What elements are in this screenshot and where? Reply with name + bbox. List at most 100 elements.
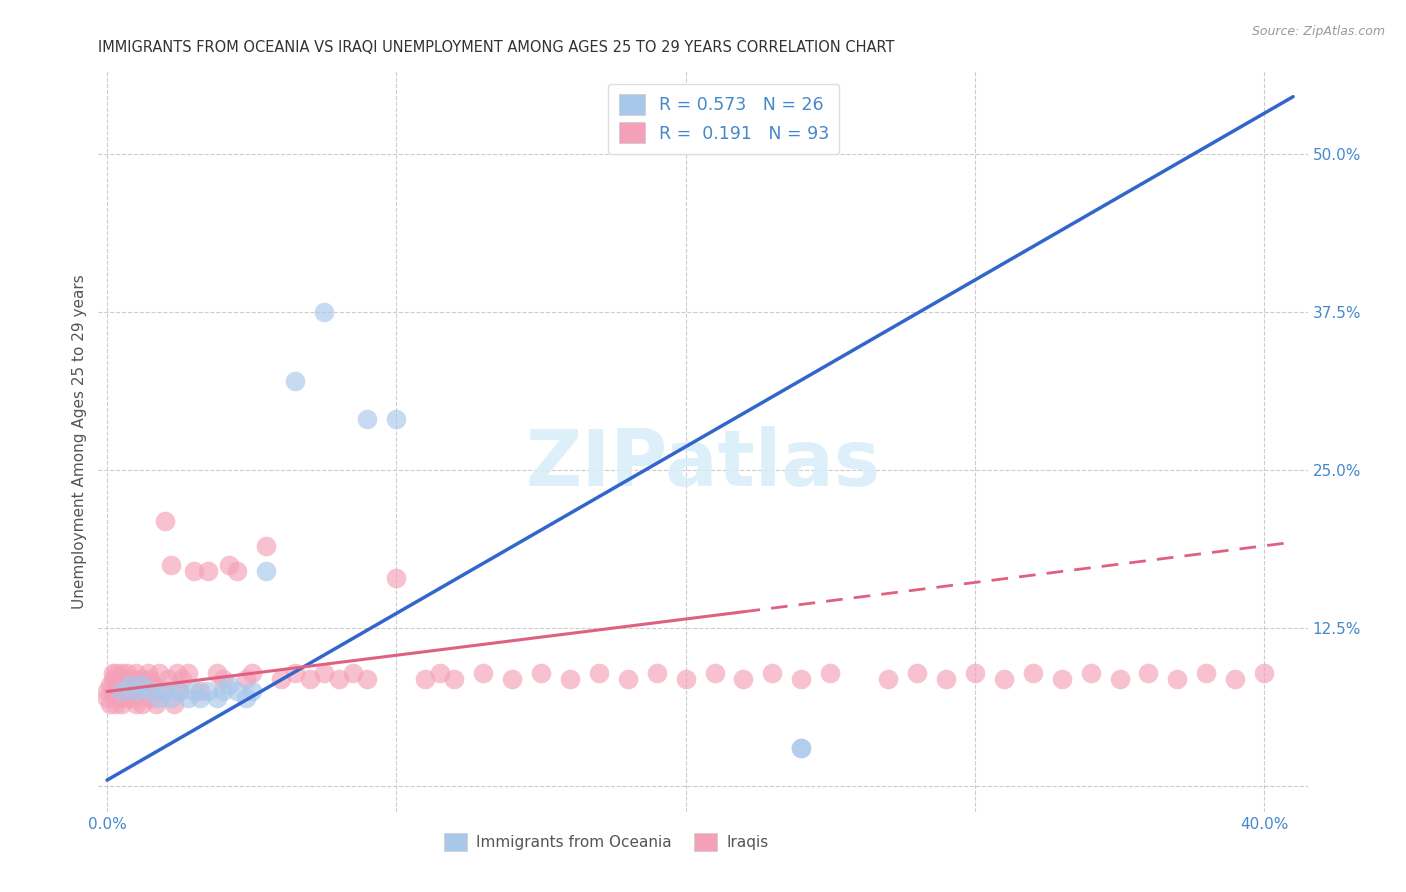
Point	[298, 672, 321, 686]
Point	[153, 514, 176, 528]
Point	[150, 684, 173, 698]
Point	[205, 690, 228, 705]
Point	[125, 684, 148, 698]
Point	[125, 697, 148, 711]
Point	[356, 672, 378, 686]
Point	[1225, 672, 1247, 686]
Point	[162, 697, 184, 711]
Point	[254, 564, 277, 578]
Point	[188, 684, 211, 698]
Point	[169, 684, 191, 698]
Point	[114, 684, 136, 698]
Point	[645, 665, 668, 680]
Point	[172, 672, 194, 686]
Point	[211, 672, 233, 686]
Point	[107, 672, 129, 686]
Point	[877, 672, 900, 686]
Point	[107, 690, 129, 705]
Point	[142, 678, 165, 692]
Point	[125, 684, 148, 698]
Point	[530, 665, 553, 680]
Point	[98, 678, 121, 692]
Point	[139, 684, 162, 698]
Point	[226, 684, 249, 698]
Point	[117, 665, 139, 680]
Point	[110, 684, 132, 698]
Point	[733, 672, 755, 686]
Point	[1050, 672, 1073, 686]
Point	[128, 678, 150, 692]
Point	[820, 665, 842, 680]
Point	[558, 672, 581, 686]
Point	[169, 684, 191, 698]
Point	[197, 684, 219, 698]
Point	[218, 678, 240, 692]
Point	[177, 690, 200, 705]
Point	[1080, 665, 1102, 680]
Point	[104, 678, 127, 692]
Point	[1166, 672, 1188, 686]
Point	[139, 690, 162, 705]
Point	[501, 672, 523, 686]
Point	[270, 672, 292, 686]
Y-axis label: Unemployment Among Ages 25 to 29 years: Unemployment Among Ages 25 to 29 years	[72, 274, 87, 609]
Point	[1195, 665, 1218, 680]
Point	[675, 672, 697, 686]
Point	[117, 690, 139, 705]
Point	[963, 665, 986, 680]
Point	[197, 564, 219, 578]
Point	[284, 375, 307, 389]
Point	[935, 672, 957, 686]
Point	[153, 684, 176, 698]
Point	[342, 665, 364, 680]
Point	[131, 672, 153, 686]
Point	[101, 684, 124, 698]
Point	[312, 305, 335, 319]
Point	[356, 412, 378, 426]
Point	[235, 690, 257, 705]
Point	[905, 665, 928, 680]
Point	[120, 678, 142, 692]
Point	[131, 678, 153, 692]
Point	[96, 684, 118, 698]
Point	[120, 684, 142, 698]
Point	[254, 539, 277, 553]
Point	[385, 412, 408, 426]
Point	[240, 665, 263, 680]
Point	[312, 665, 335, 680]
Point	[703, 665, 725, 680]
Point	[993, 672, 1015, 686]
Point	[218, 558, 240, 572]
Point	[122, 672, 145, 686]
Point	[96, 690, 118, 705]
Point	[156, 672, 179, 686]
Point	[104, 697, 127, 711]
Text: IMMIGRANTS FROM OCEANIA VS IRAQI UNEMPLOYMENT AMONG AGES 25 TO 29 YEARS CORRELAT: IMMIGRANTS FROM OCEANIA VS IRAQI UNEMPLO…	[98, 40, 896, 55]
Point	[188, 690, 211, 705]
Point	[148, 665, 170, 680]
Point	[159, 558, 181, 572]
Point	[139, 672, 162, 686]
Point	[148, 690, 170, 705]
Point	[240, 684, 263, 698]
Point	[588, 665, 610, 680]
Text: Source: ZipAtlas.com: Source: ZipAtlas.com	[1251, 25, 1385, 38]
Point	[125, 665, 148, 680]
Point	[429, 665, 451, 680]
Point	[472, 665, 495, 680]
Point	[1253, 665, 1275, 680]
Point	[790, 741, 813, 756]
Point	[166, 665, 188, 680]
Point	[159, 690, 181, 705]
Point	[145, 697, 167, 711]
Point	[235, 672, 257, 686]
Point	[134, 684, 156, 698]
Point	[1022, 665, 1045, 680]
Point	[101, 665, 124, 680]
Point	[122, 690, 145, 705]
Point	[98, 697, 121, 711]
Point	[443, 672, 465, 686]
Point	[177, 665, 200, 680]
Point	[101, 672, 124, 686]
Point	[328, 672, 350, 686]
